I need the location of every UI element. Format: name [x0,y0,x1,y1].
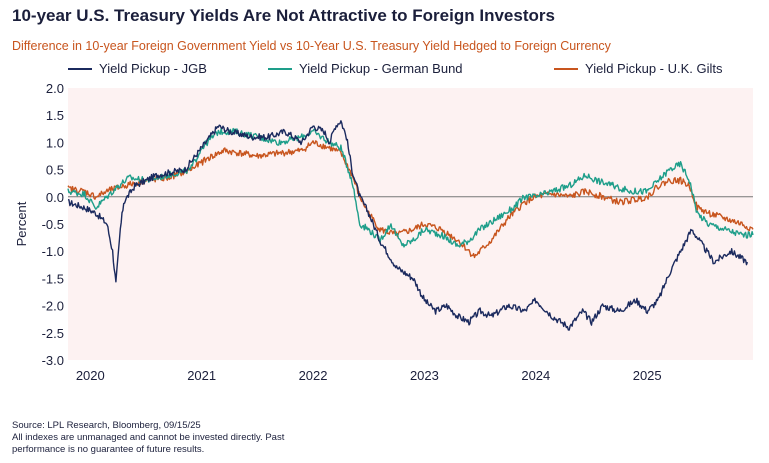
y-tick-label: 0.0 [46,190,64,205]
x-axis-ticks: 2020 2021 2022 2023 2024 2025 [76,368,662,383]
y-tick-label: -1.0 [42,244,64,259]
y-tick-label: 0.5 [46,163,64,178]
x-tick-label: 2022 [299,368,328,383]
y-axis-ticks: 2.0 1.5 1.0 0.5 0.0 -0.5 -1.0 -1.5 -2.0 -2.5 -3.0 [42,81,64,368]
legend-item-gilts: Yield Pickup - U.K. Gilts [554,61,723,76]
series-line-yield-pickup-jgb [67,120,749,331]
y-tick-label: 2.0 [46,81,64,96]
y-tick-label: 1.5 [46,108,64,123]
legend-item-jgb: Yield Pickup - JGB [68,61,207,76]
x-tick-label: 2024 [521,368,550,383]
y-tick-label: -0.5 [42,217,64,232]
y-axis-label: Percent [14,201,29,246]
chart-subtitle: Difference in 10-year Foreign Government… [12,39,611,53]
source-note: Source: LPL Research, Bloomberg, 09/15/2… [12,420,201,431]
x-tick-label: 2023 [410,368,439,383]
legend-swatch-jgb [68,67,92,70]
plot-area [68,88,753,360]
y-tick-label: -2.0 [42,299,64,314]
legend-swatch-bund [268,67,292,70]
legend: Yield Pickup - JGB Yield Pickup - German… [68,61,758,79]
x-tick-label: 2020 [76,368,105,383]
y-tick-label: -2.5 [42,326,64,341]
disclaimer-line-1: All indexes are unmanaged and cannot be … [12,432,285,443]
chart-title: 10-year U.S. Treasury Yields Are Not Att… [12,6,555,25]
x-tick-label: 2021 [187,368,216,383]
legend-label-jgb: Yield Pickup - JGB [99,61,207,76]
legend-item-bund: Yield Pickup - German Bund [268,61,463,76]
y-tick-label: -3.0 [42,353,64,368]
x-tick-label: 2025 [633,368,662,383]
legend-label-bund: Yield Pickup - German Bund [299,61,463,76]
y-tick-label: -1.5 [42,271,64,286]
y-tick-label: 1.0 [46,135,64,150]
legend-swatch-gilts [554,67,578,70]
series-lines [67,120,754,331]
legend-label-gilts: Yield Pickup - U.K. Gilts [585,61,723,76]
disclaimer-line-2: performance is no guarantee of future re… [12,444,205,455]
footer: Source: LPL Research, Bloomberg, 09/15/2… [12,420,284,456]
line-chart: 2.01.51.00.50.0-0.5-1.0-1.5-2.0-2.5-3.0 … [14,81,754,383]
